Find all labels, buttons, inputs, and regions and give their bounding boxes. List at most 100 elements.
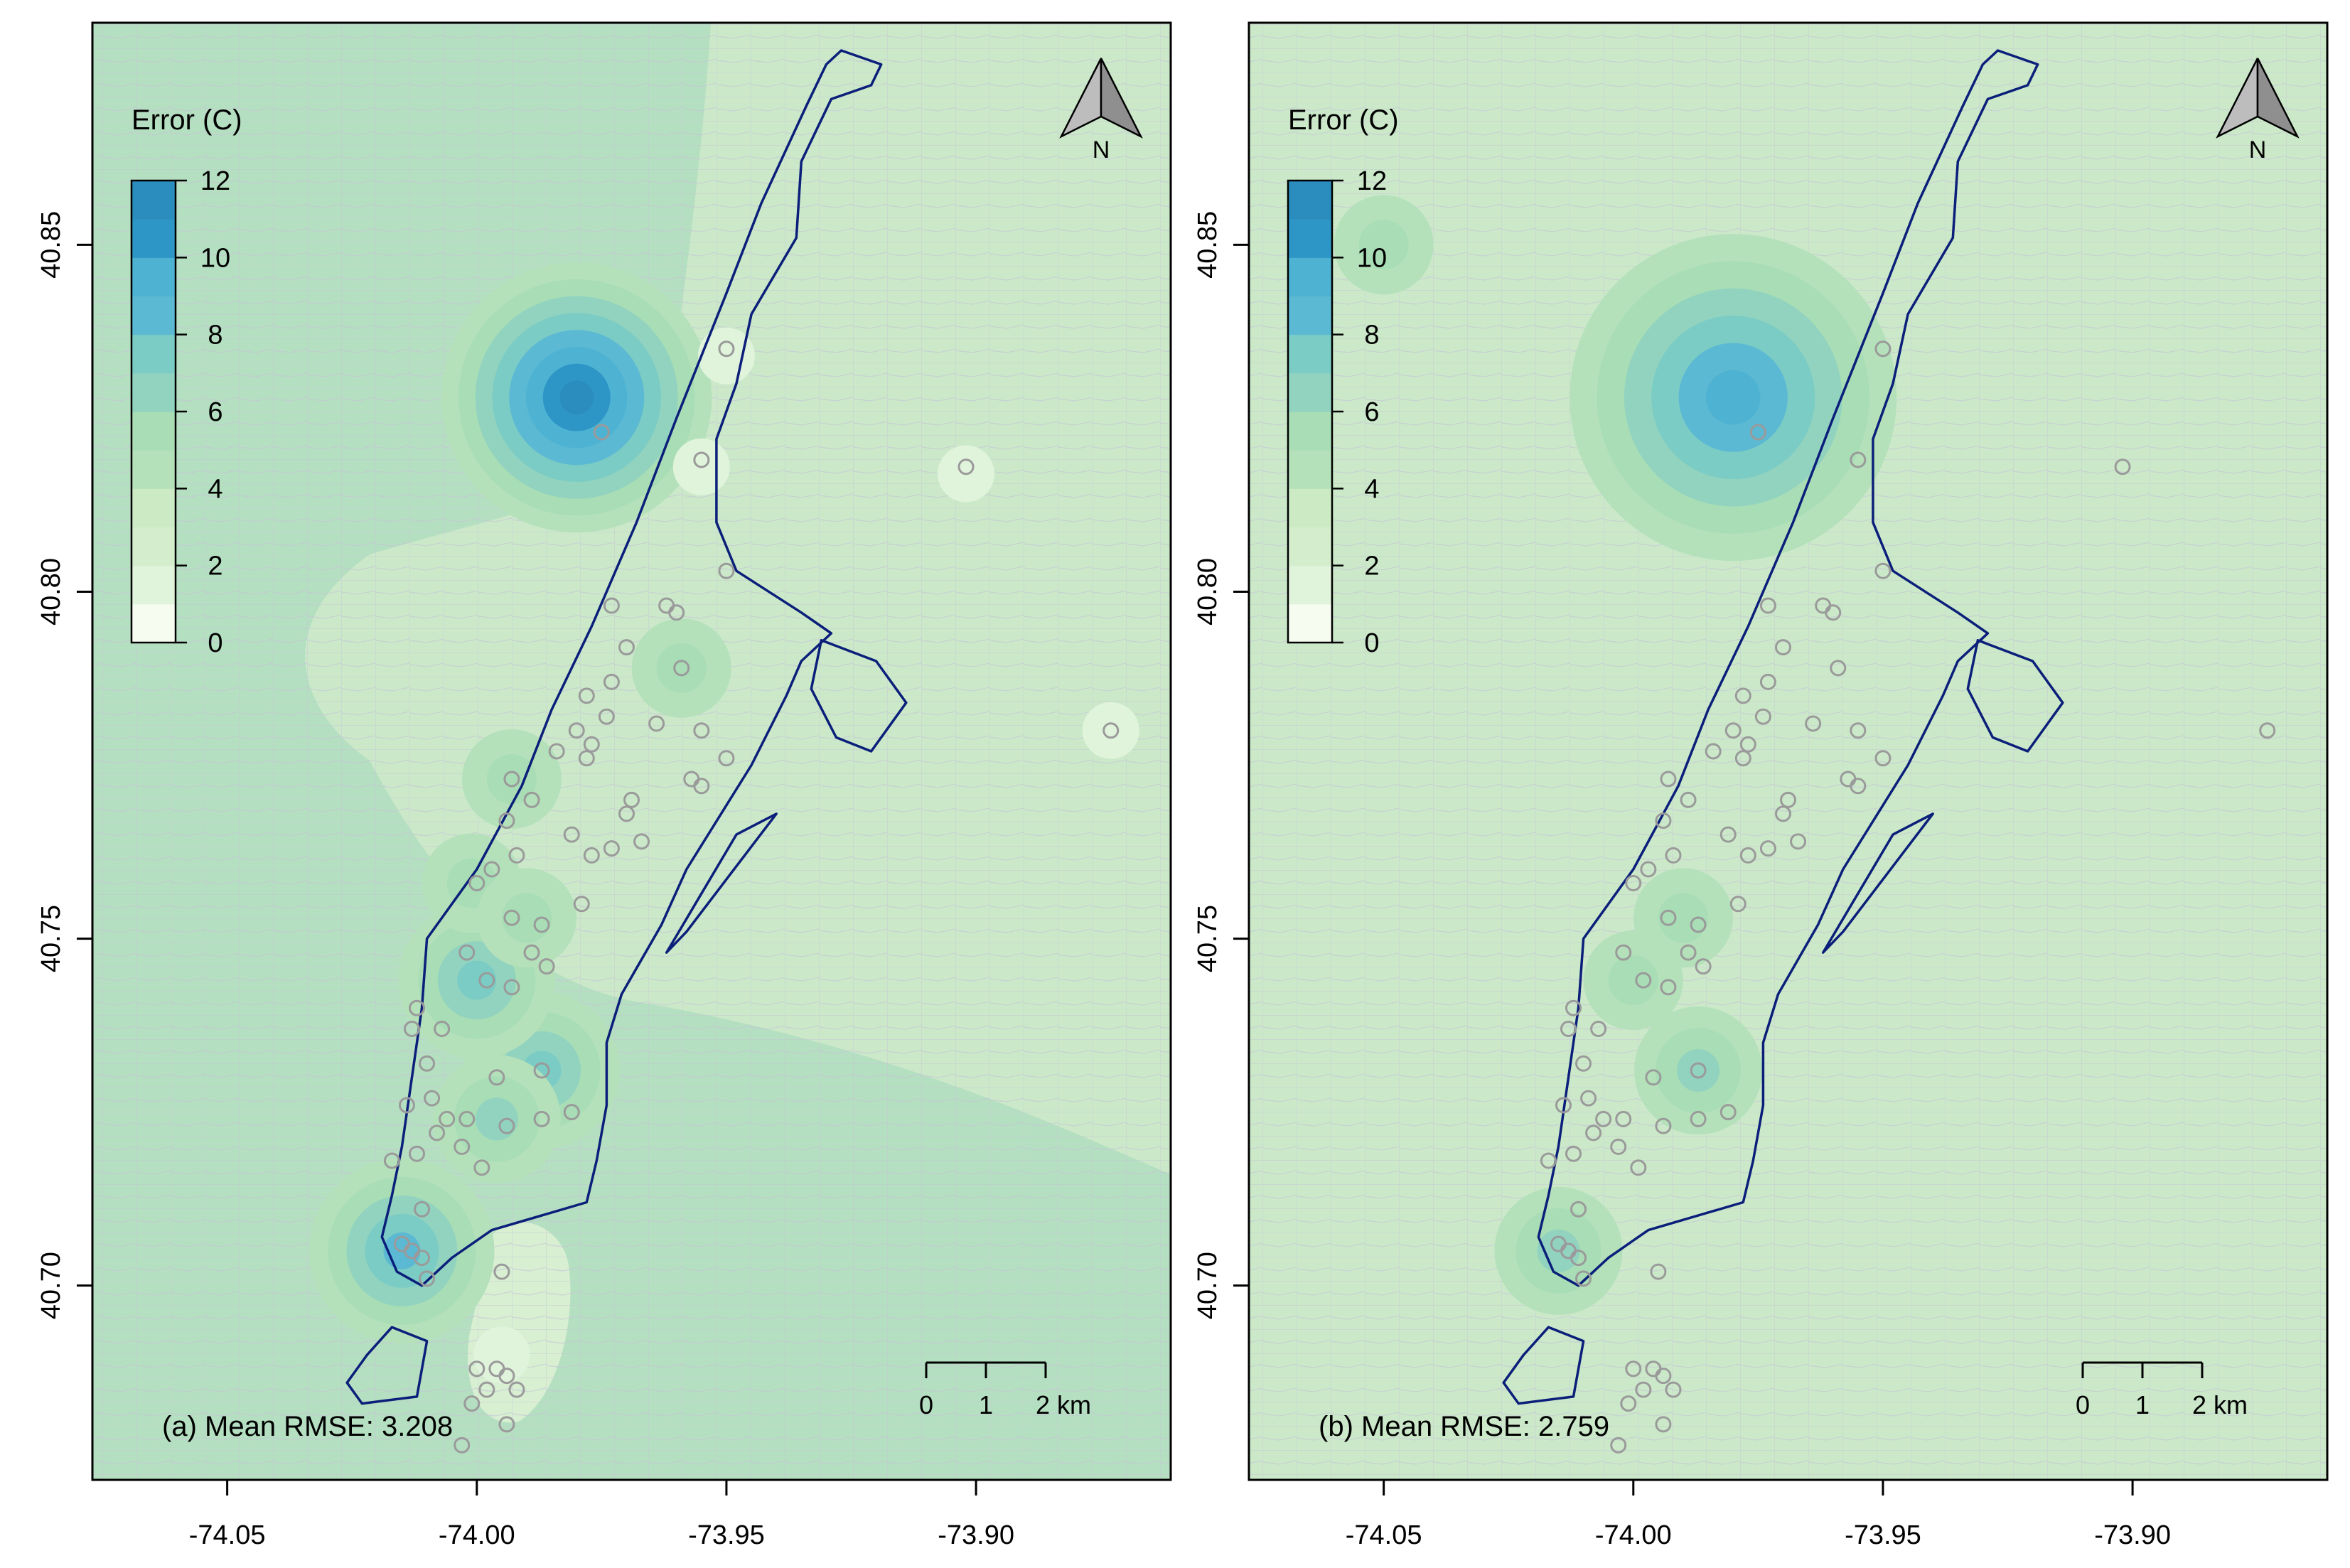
weather-station-marker bbox=[618, 805, 635, 822]
scale-bar-label: 2 km bbox=[1036, 1390, 1091, 1419]
legend-tick-label: 4 bbox=[1364, 474, 1379, 504]
weather-station-marker bbox=[1850, 722, 1867, 739]
panel-a-streets bbox=[92, 23, 1171, 1480]
legend-tick-label: 6 bbox=[208, 397, 222, 427]
weather-station-marker bbox=[1660, 979, 1677, 996]
weather-station-marker bbox=[1705, 743, 1722, 760]
weather-station-marker bbox=[1570, 1250, 1587, 1267]
legend-color-band bbox=[1288, 334, 1332, 374]
weather-station-marker bbox=[1874, 340, 1892, 358]
weather-station-marker bbox=[1555, 1097, 1572, 1114]
legend-color-band bbox=[132, 488, 176, 527]
weather-station-marker bbox=[1690, 916, 1707, 933]
error-hotspot-ring bbox=[486, 754, 537, 805]
weather-station-marker bbox=[2259, 722, 2276, 739]
scale-bar-label: 0 bbox=[919, 1390, 933, 1419]
north-arrow-right-half bbox=[1100, 58, 1143, 139]
weather-station-marker bbox=[1660, 909, 1677, 926]
weather-station-marker bbox=[424, 1090, 441, 1107]
error-hotspot-ring bbox=[1677, 1049, 1720, 1092]
weather-station-marker bbox=[1724, 722, 1742, 739]
weather-station-marker bbox=[478, 972, 495, 989]
error-hotspot-ring bbox=[1608, 955, 1658, 1006]
x-tick-label: -74.05 bbox=[1346, 1520, 1422, 1550]
y-tick-label: 40.85 bbox=[1193, 211, 1223, 279]
weather-station-marker bbox=[1774, 805, 1791, 822]
weather-station-marker bbox=[583, 847, 600, 864]
governors-island-outline bbox=[345, 1326, 429, 1405]
y-tick-label: 40.75 bbox=[36, 905, 66, 972]
panel-a-north-arrow-icon: N bbox=[1059, 58, 1143, 163]
weather-station-marker bbox=[1540, 1152, 1557, 1169]
weather-station-marker bbox=[1739, 736, 1756, 753]
weather-station-marker bbox=[693, 451, 710, 468]
legend-color-band bbox=[1288, 412, 1332, 451]
north-arrow-label: N bbox=[1093, 136, 1110, 163]
weather-station-marker bbox=[1650, 1263, 1667, 1280]
weather-station-marker bbox=[1739, 847, 1756, 864]
scale-bar-label: 0 bbox=[2076, 1390, 2090, 1419]
roosevelt-island-outline bbox=[665, 812, 778, 954]
legend-color-band bbox=[132, 450, 176, 489]
weather-station-marker bbox=[573, 896, 590, 913]
scale-bar-label: 1 bbox=[979, 1390, 993, 1419]
weather-station-marker bbox=[1759, 840, 1776, 857]
panel-b-coastline bbox=[1502, 49, 2064, 1405]
weather-station-marker bbox=[1690, 1062, 1707, 1079]
weather-station-marker bbox=[548, 743, 565, 760]
panel-b-north-arrow-icon: N bbox=[2216, 58, 2300, 163]
legend-color-band bbox=[132, 334, 176, 374]
weather-station-marker bbox=[1774, 639, 1791, 656]
weather-station-marker bbox=[1759, 673, 1776, 690]
manhattan-coastline bbox=[1537, 49, 2039, 1287]
weather-station-marker bbox=[498, 1416, 515, 1433]
weather-station-marker bbox=[1585, 1124, 1602, 1142]
weather-station-marker bbox=[593, 424, 610, 441]
weather-station-marker bbox=[1575, 1055, 1592, 1072]
weather-station-marker bbox=[523, 791, 540, 808]
y-tick-label: 40.80 bbox=[1193, 558, 1223, 625]
legend-color-band bbox=[1288, 450, 1332, 489]
panel-b-scale-bar: 0 1 2 km bbox=[2076, 1361, 2248, 1419]
legend-color-band bbox=[132, 565, 176, 605]
weather-station-marker bbox=[1615, 1110, 1632, 1127]
weather-station-marker bbox=[458, 1110, 476, 1127]
panel-a: -74.05 -74.00 -73.95 -73.90 40.70 40.75 40.80 4… bbox=[36, 21, 1172, 1550]
weather-station-marker bbox=[603, 840, 620, 857]
weather-station-marker bbox=[1655, 812, 1672, 829]
x-tick-label: -73.90 bbox=[938, 1520, 1014, 1550]
error-hotspot-ring bbox=[1358, 220, 1409, 270]
legend-color-band bbox=[132, 296, 176, 335]
weather-station-marker bbox=[429, 1124, 446, 1142]
legend-tick-label: 0 bbox=[208, 628, 222, 658]
weather-station-marker bbox=[409, 1145, 426, 1162]
weather-station-marker bbox=[1665, 1381, 1682, 1398]
weather-station-marker bbox=[578, 687, 595, 704]
weather-station-marker bbox=[463, 1395, 481, 1412]
legend-tick-label: 12 bbox=[1357, 166, 1387, 196]
weather-station-marker bbox=[648, 715, 665, 732]
weather-station-marker bbox=[503, 979, 520, 996]
error-hotspot-ring bbox=[559, 380, 594, 414]
weather-station-marker bbox=[1805, 715, 1822, 732]
weather-station-marker bbox=[1620, 1395, 1637, 1412]
weather-station-marker bbox=[598, 708, 615, 725]
panel-a-frame bbox=[91, 21, 1172, 1481]
weather-station-marker bbox=[419, 1270, 436, 1287]
north-arrow-right-half bbox=[2256, 58, 2300, 139]
governors-island-outline bbox=[1502, 1326, 1585, 1405]
weather-station-marker bbox=[1734, 687, 1751, 704]
weather-station-marker bbox=[1825, 604, 1842, 621]
weather-station-marker bbox=[538, 958, 555, 975]
weather-station-marker bbox=[1590, 1020, 1607, 1037]
x-tick-label: -74.00 bbox=[1595, 1520, 1672, 1550]
legend-title: Error (C) bbox=[132, 104, 242, 136]
weather-station-marker bbox=[409, 999, 426, 1016]
panel-b: -74.05 -74.00 -73.95 -73.90 40.70 40.75 40.80 4… bbox=[1193, 21, 2329, 1550]
y-tick-label: 40.85 bbox=[36, 211, 66, 279]
weather-station-marker bbox=[1695, 958, 1712, 975]
legend-tick-label: 8 bbox=[208, 321, 222, 350]
weather-station-marker bbox=[1874, 562, 1892, 579]
weather-station-marker bbox=[1565, 1145, 1582, 1162]
weather-station-marker bbox=[1790, 833, 1807, 850]
